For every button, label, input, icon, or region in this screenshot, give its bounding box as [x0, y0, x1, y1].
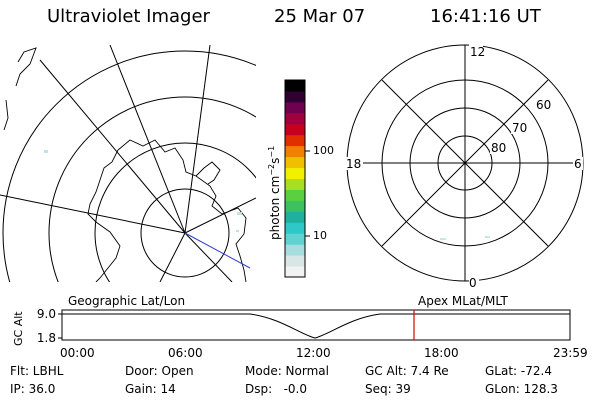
- coastline: [195, 161, 221, 185]
- dsp-status: Dsp: ‑0.0: [245, 382, 308, 396]
- colorbar-cell: [285, 167, 305, 179]
- geo-lat-circle: [94, 142, 256, 282]
- colorbar-cell: [285, 266, 305, 278]
- geo-lon-line: [184, 232, 233, 282]
- geo-lon-line: [0, 194, 186, 234]
- time-tick: 23:59: [553, 346, 588, 360]
- mlt-label-18: 18: [346, 157, 361, 171]
- mlt-label-12: 12: [470, 45, 485, 59]
- geo-lat-circle: [140, 188, 230, 278]
- colorbar-cell: [285, 145, 305, 158]
- colorbar-tick: 10: [313, 229, 327, 242]
- coastline: [87, 139, 247, 282]
- time-label: 16:41:16 UT: [430, 6, 541, 27]
- lat-label-70: 70: [512, 121, 527, 135]
- geo-lon-line: [109, 45, 186, 234]
- door-status: Door: Open: [125, 364, 194, 378]
- time-tick: 12:00: [296, 346, 331, 360]
- lat-label-60: 60: [536, 98, 551, 112]
- colorbar-cell: [285, 123, 305, 136]
- gain-status: Gain: 14: [125, 382, 176, 396]
- colorbar-cell: [285, 156, 305, 169]
- coastline: [15, 47, 37, 87]
- geo-lon-line: [39, 59, 186, 234]
- app-title: Ultraviolet Imager: [47, 6, 210, 27]
- colorbar-cell: [285, 211, 305, 223]
- glon-status: GLon: 128.3: [485, 382, 558, 396]
- date-label: 25 Mar 07: [274, 6, 366, 27]
- altitude-ylabel: GC Alt: [12, 311, 25, 346]
- polar-map-label: Apex MLat/MLT: [418, 294, 508, 308]
- colorbar-cell: [285, 189, 305, 201]
- time-tick: 18:00: [424, 346, 459, 360]
- colorbar-cell: [285, 244, 305, 256]
- mlt-label-6: 6: [574, 157, 582, 171]
- altitude-curve: [62, 313, 570, 339]
- geo-lon-line: [159, 232, 186, 282]
- seq-status: Seq: 39: [365, 382, 411, 396]
- geo-map-label: Geographic Lat/Lon: [68, 294, 185, 308]
- lat-label-80: 80: [491, 141, 506, 155]
- altitude-ytick-bottom: 1.8: [37, 331, 56, 345]
- colorbar-cell: [285, 178, 305, 190]
- mlt-label-0: 0: [469, 276, 477, 290]
- colorbar-cell: [285, 134, 305, 147]
- colorbar-unit-label: photon cm−2s−1: [267, 146, 282, 240]
- colorbar-cell: [285, 200, 305, 212]
- coastline: [3, 99, 9, 131]
- colorbar-cell: [285, 90, 305, 103]
- glat-status: GLat: ‑72.4: [485, 364, 552, 378]
- geo-lon-line: [184, 197, 256, 234]
- colorbar-cell: [285, 255, 305, 267]
- satellite-track: [184, 232, 251, 269]
- altitude-ytick-top: 9.0: [37, 307, 56, 321]
- polar-mlt-line: [381, 79, 549, 247]
- geo-lat-circle: [2, 50, 256, 282]
- colorbar-tick: 100: [313, 144, 334, 157]
- gc-alt-status: GC Alt: 7.4 Re: [365, 364, 449, 378]
- colorbar-cell: [285, 222, 305, 234]
- colorbar-cell: [285, 233, 305, 245]
- colorbar-cell: [285, 101, 305, 114]
- geo-lon-line: [184, 45, 211, 234]
- ip-status: IP: 36.0: [10, 382, 56, 396]
- filter-status: Flt: LBHL: [10, 364, 64, 378]
- colorbar-cell: [285, 80, 305, 92]
- colorbar-cell: [285, 112, 305, 125]
- time-tick: 06:00: [168, 346, 203, 360]
- mode-status: Mode: Normal: [245, 364, 329, 378]
- time-tick: 00:00: [60, 346, 95, 360]
- geo-lat-circle: [48, 96, 256, 282]
